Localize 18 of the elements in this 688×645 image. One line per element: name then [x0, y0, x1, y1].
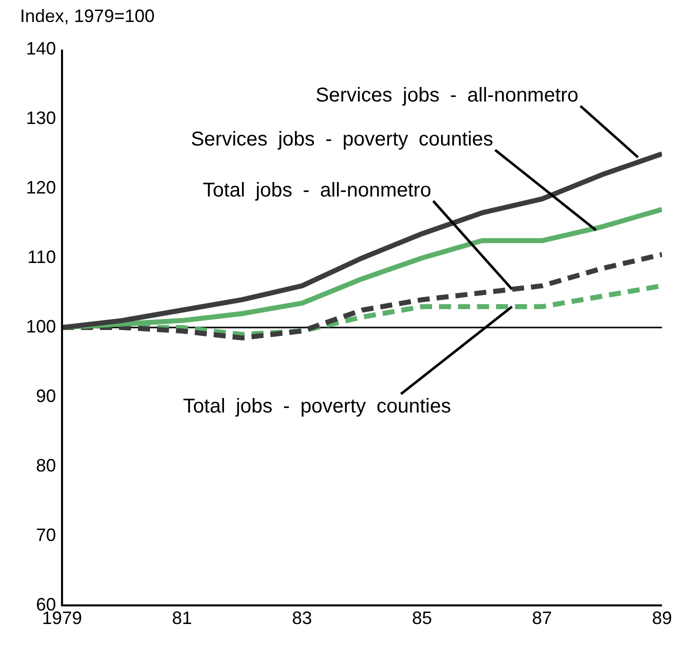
y-tick-label: 120	[26, 178, 56, 198]
y-axis-title: Index, 1979=100	[20, 6, 155, 26]
y-tick-label: 110	[27, 246, 56, 267]
annotation: Services jobs - all-nonmetro	[316, 84, 578, 107]
y-tick-label: 70	[36, 524, 56, 545]
y-tick-label: 80	[36, 455, 56, 476]
y-tick-label: 100	[26, 316, 56, 336]
x-tick-label: 85	[412, 608, 432, 628]
x-tick-label: 81	[172, 608, 192, 628]
annotation: Total jobs - all-nonmetro	[202, 180, 432, 202]
y-tick-label: 90	[36, 386, 56, 406]
y-tick-label: 130	[26, 108, 56, 128]
annotation: Services jobs - poverty counties	[190, 128, 494, 151]
x-tick-label: 83	[292, 608, 312, 628]
x-tick-label: 89	[652, 608, 672, 628]
annotation: Total jobs - poverty counties	[183, 396, 451, 418]
y-tick-label: 140	[26, 38, 56, 59]
x-tick-label: 87	[532, 608, 552, 628]
